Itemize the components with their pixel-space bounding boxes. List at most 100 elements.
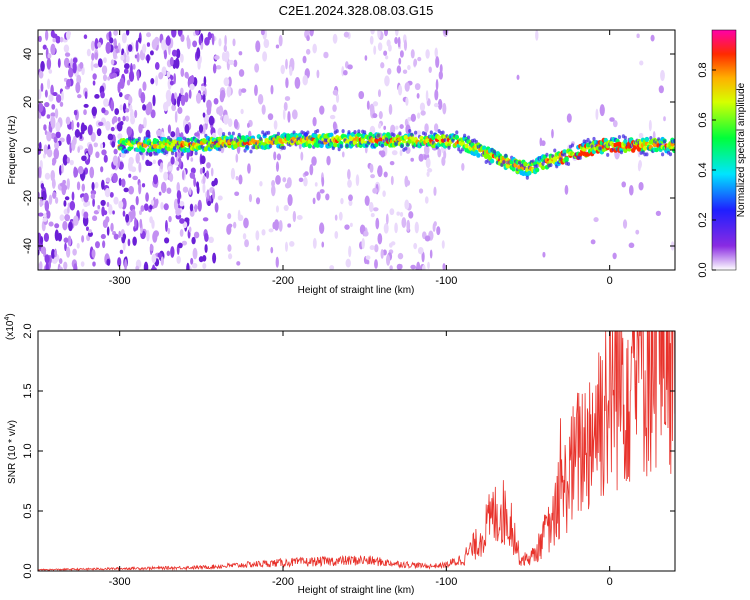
spectrogram-noise-cell: [385, 213, 389, 225]
spectrogram-noise-cell: [77, 146, 81, 153]
spectrogram-noise-cell: [122, 115, 126, 122]
spectrogram-noise-cell: [399, 212, 404, 217]
spectrogram-noise-cell: [210, 167, 214, 177]
spectrogram-noise-cell: [54, 249, 58, 258]
spectrogram-ridge-edge: [316, 128, 320, 133]
spectrogram-ridge-edge: [500, 162, 504, 167]
spectrogram-noise-cell: [51, 248, 56, 260]
spectrogram-noise-cell: [103, 57, 107, 64]
spectrogram-noise-cell: [149, 244, 154, 252]
spectrogram-noise-cell: [638, 160, 642, 169]
spectrogram-noise-cell: [418, 188, 424, 194]
spectrogram-xtick-label: -100: [435, 275, 457, 287]
spectrogram-noise-cell: [50, 112, 56, 117]
spectrogram-ridge-edge: [525, 175, 529, 180]
colorbar-tick-label: 0.6: [697, 112, 709, 127]
spectrogram-noise-cell: [90, 40, 95, 52]
spectrogram-ridge-edge: [549, 163, 553, 168]
spectrogram-noise-cell: [136, 70, 140, 81]
spectrogram-noise-cell: [69, 159, 74, 166]
spectrogram-noise-cell: [171, 104, 177, 112]
spectrogram-noise-cell: [395, 30, 399, 37]
spectrogram-noise-cell: [173, 198, 179, 211]
spectrogram-noise-cell: [111, 141, 116, 148]
spectrogram-noise-cell: [272, 221, 276, 230]
spectrogram-noise-cell: [160, 202, 164, 210]
spectrogram-noise-cell: [115, 48, 120, 54]
spectrogram-noise-cell: [208, 236, 214, 244]
spectrogram-noise-cell: [130, 108, 134, 121]
spectrogram-noise-cell: [124, 63, 130, 70]
spectrogram-noise-cell: [161, 66, 167, 77]
spectrogram-noise-cell: [312, 197, 316, 205]
spectrogram-noise-cell: [93, 210, 100, 215]
spectrogram-noise-cell: [170, 246, 175, 258]
spectrogram-noise-cell: [107, 76, 111, 81]
spectrogram-noise-cell: [223, 53, 229, 62]
spectrogram-noise-cell: [314, 182, 318, 187]
spectrogram-noise-cell: [254, 84, 258, 97]
spectrogram-ridge-edge: [423, 132, 428, 137]
spectrogram-noise-cell: [72, 248, 77, 256]
spectrogram-noise-cell: [113, 196, 119, 205]
colorbar-tick-label: 0.0: [697, 262, 709, 277]
spectrogram-ridge-edge: [267, 130, 271, 135]
spectrogram-noise-cell: [612, 120, 618, 128]
spectrogram-noise-cell: [405, 97, 409, 106]
snr-xtick-label: -300: [109, 576, 131, 588]
spectrogram-noise-cell: [204, 36, 210, 46]
spectrogram-noise-cell: [130, 166, 137, 173]
spectrogram-noise-cell: [195, 92, 202, 104]
spectrogram-noise-cell: [41, 190, 47, 202]
spectrogram-ridge-edge: [400, 144, 404, 149]
spectrogram-noise-cell: [86, 48, 91, 57]
spectrogram-ridge-cell: [562, 149, 567, 155]
spectrogram-noise-cell: [44, 30, 49, 41]
spectrogram-noise-cell: [80, 261, 85, 267]
spectrogram-noise-cell: [90, 60, 94, 72]
spectrogram-noise-cell: [364, 195, 370, 206]
spectrogram-noise-cell: [134, 109, 138, 119]
spectrogram-noise-cell: [110, 126, 115, 132]
spectrogram-noise-cell: [169, 172, 174, 182]
spectrogram-ridge-cell: [527, 170, 532, 176]
spectrogram-noise-cell: [66, 133, 71, 145]
spectrogram-noise-cell: [165, 35, 171, 46]
spectrogram-noise-cell: [160, 256, 164, 266]
spectrogram-noise-cell: [285, 77, 289, 89]
spectrogram-noise-cell: [184, 71, 189, 79]
spectrogram-noise-cell: [289, 66, 293, 77]
spectrogram-noise-cell: [341, 151, 345, 158]
spectrogram-noise-cell: [207, 200, 212, 207]
spectrogram-noise-cell: [152, 94, 156, 107]
spectrogram-noise-cell: [112, 155, 119, 166]
spectrogram-noise-cell: [429, 249, 433, 259]
spectrogram-noise-cell: [380, 150, 386, 158]
spectrogram-noise-cell: [117, 133, 123, 140]
spectrogram-noise-cell: [45, 262, 49, 270]
spectrogram-noise-cell: [370, 30, 375, 35]
spectrogram-ridge-cell: [523, 161, 528, 167]
spectrogram-ridge-edge: [227, 131, 232, 136]
spectrogram-noise-cell: [92, 215, 98, 222]
spectrogram-noise-cell: [292, 210, 297, 223]
spectrogram-ridge-edge: [139, 151, 143, 156]
spectrogram-noise-cell: [343, 31, 350, 38]
spectrogram-ridge-edge: [404, 146, 408, 151]
spectrogram-noise-cell: [46, 131, 52, 142]
spectrogram-noise-cell: [42, 44, 47, 50]
spectrogram-noise-cell: [434, 47, 438, 58]
spectrogram-noise-cell: [437, 148, 442, 158]
spectrogram-noise-cell: [366, 100, 370, 110]
spectrogram-noise-cell: [58, 258, 63, 265]
spectrogram-noise-cell: [197, 59, 201, 70]
spectrogram-noise-cell: [163, 101, 169, 112]
spectrogram-noise-cell: [171, 30, 177, 38]
spectrogram-noise-cell: [113, 233, 119, 240]
spectrogram-noise-cell: [227, 76, 232, 87]
colorbar-gradient: [711, 29, 737, 271]
spectrogram-noise-cell: [347, 179, 352, 188]
spectrogram-noise-cell: [202, 90, 206, 96]
spectrogram-noise-cell: [51, 119, 56, 129]
spectrogram-noise-cell: [55, 121, 61, 132]
